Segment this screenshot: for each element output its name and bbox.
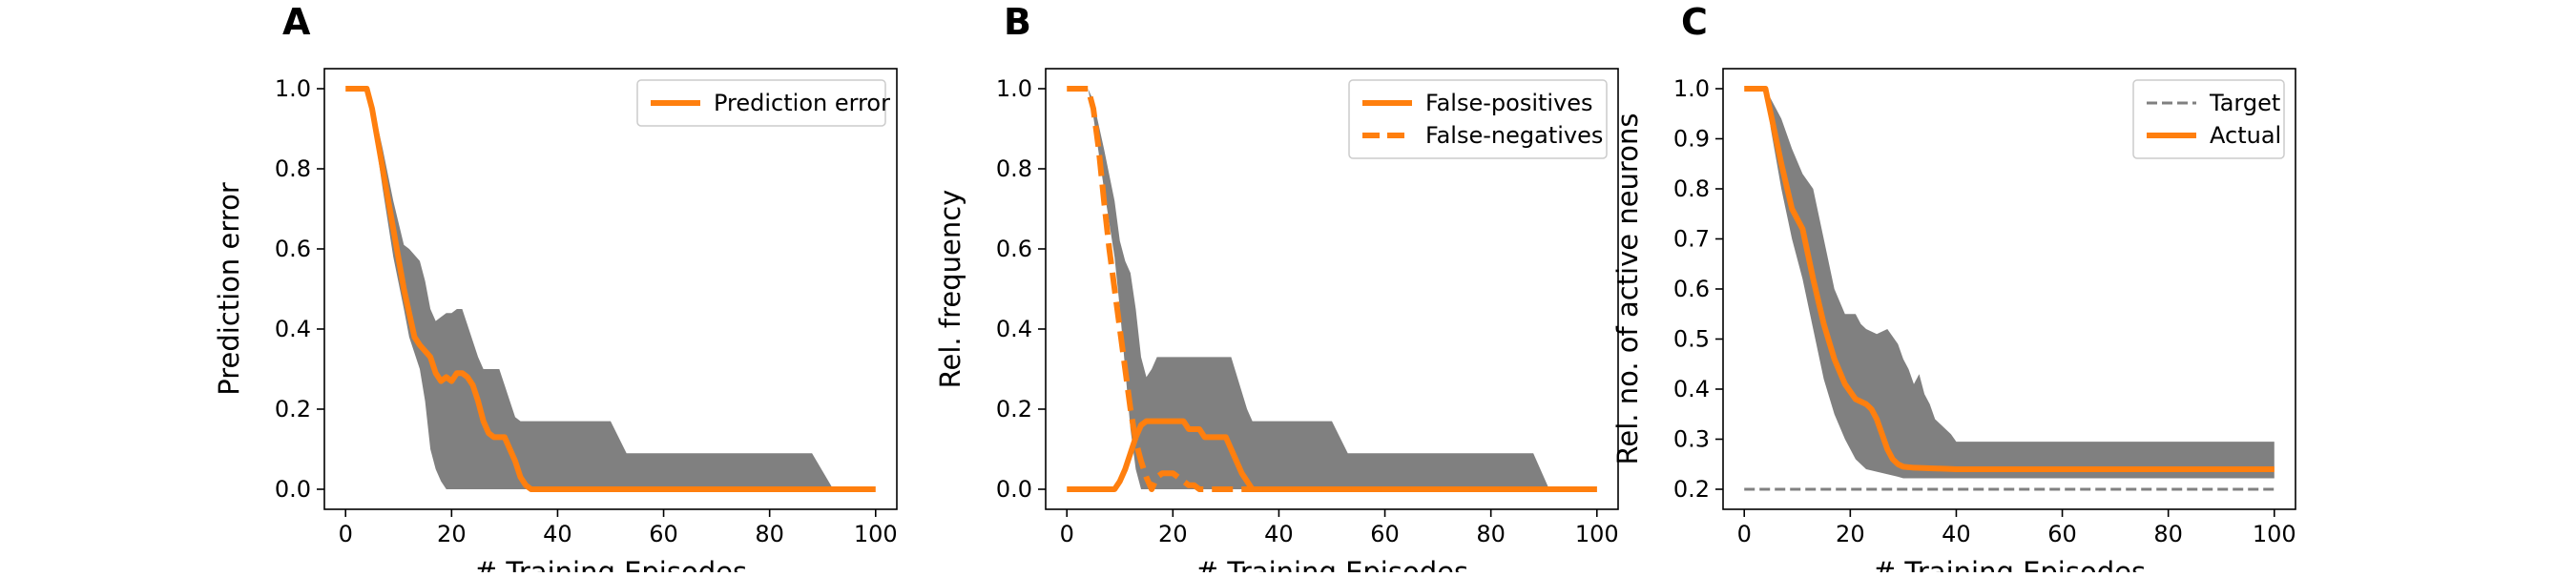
x-axis-label: # Training Episodes xyxy=(1195,556,1468,572)
y-tick-label: 0.4 xyxy=(1673,376,1710,402)
plot-area xyxy=(345,86,876,492)
x-tick-label: 40 xyxy=(543,521,572,547)
x-tick-label: 20 xyxy=(437,521,467,547)
legend: False-positives False-negatives xyxy=(1348,79,1608,159)
legend-entry: Target xyxy=(2209,90,2280,116)
series-line-false-negatives xyxy=(1067,86,1597,492)
panel-letter: A xyxy=(282,1,311,43)
y-tick-label: 0.4 xyxy=(275,316,311,342)
x-tick-label: 100 xyxy=(2253,521,2296,547)
legend-box xyxy=(1348,79,1608,159)
x-tick-label: 100 xyxy=(1575,521,1619,547)
y-axis-label: Rel. frequency xyxy=(934,190,966,389)
panel-letter: C xyxy=(1681,1,1708,43)
y-tick-label: 1.0 xyxy=(275,75,311,102)
y-tick-label: 0.8 xyxy=(275,155,311,182)
legend-entry: Actual xyxy=(2210,122,2281,149)
series-line-prediction-error xyxy=(345,86,876,492)
y-axis-label: Rel. no. of active neurons xyxy=(1611,113,1644,465)
legend-box xyxy=(2132,79,2285,159)
x-tick-label: 0 xyxy=(1737,521,1752,547)
y-tick-label: 0.3 xyxy=(1673,426,1710,453)
legend-box xyxy=(636,79,886,127)
y-tick-label: 0.6 xyxy=(1673,276,1710,302)
axes-frame xyxy=(323,68,898,510)
y-tick-label: 1.0 xyxy=(996,75,1032,102)
plot-area xyxy=(1744,86,2275,491)
x-tick-label: 80 xyxy=(1476,521,1506,547)
x-axis-label: # Training Episodes xyxy=(1873,556,2146,572)
panel-c: 0 20 40 60 80 100 0.2 0.3 0.4 0.5 0.6 0.7 0.8 0.9 1.0 #… xyxy=(1611,1,2296,577)
x-tick-label: 20 xyxy=(1158,521,1188,547)
variability-band xyxy=(1744,89,2275,479)
legend: Prediction error xyxy=(636,79,890,127)
y-tick-label: 0.8 xyxy=(996,155,1032,182)
y-tick-label: 0.4 xyxy=(996,316,1032,342)
y-tick-label: 0.0 xyxy=(996,476,1032,503)
variability-band xyxy=(1067,89,1597,489)
plot-area xyxy=(1067,86,1597,492)
legend: Target Actual xyxy=(2132,79,2285,159)
x-tick-label: 0 xyxy=(1060,521,1074,547)
legend-entry: False-negatives xyxy=(1425,122,1603,149)
y-tick-label: 0.0 xyxy=(275,476,311,503)
panel-letter: B xyxy=(1004,1,1031,43)
x-axis-label: # Training Episodes xyxy=(474,556,747,572)
x-tick-label: 20 xyxy=(1836,521,1865,547)
series-line-actual xyxy=(1744,86,2275,472)
x-tick-label: 60 xyxy=(649,521,678,547)
x-tick-label: 60 xyxy=(1370,521,1400,547)
legend-entry: False-positives xyxy=(1425,90,1593,116)
x-tick-label: 0 xyxy=(339,521,353,547)
y-tick-label: 0.7 xyxy=(1673,226,1710,253)
x-tick-label: 40 xyxy=(1942,521,1971,547)
axes-frame xyxy=(1045,68,1619,510)
y-tick-label: 1.0 xyxy=(1673,75,1710,102)
y-tick-label: 0.2 xyxy=(275,396,311,422)
panel-b: 0 20 40 60 80 100 0.0 0.2 0.4 0.6 0.8 1.0 # Training… xyxy=(934,1,1619,577)
x-tick-label: 80 xyxy=(755,521,784,547)
y-tick-label: 0.6 xyxy=(996,236,1032,262)
x-tick-label: 60 xyxy=(2047,521,2077,547)
variability-band xyxy=(345,89,876,489)
x-tick-label: 100 xyxy=(854,521,898,547)
y-axis-label: Prediction error xyxy=(213,182,245,396)
y-tick-label: 0.6 xyxy=(275,236,311,262)
y-tick-label: 0.2 xyxy=(1673,476,1710,503)
y-tick-label: 0.5 xyxy=(1673,326,1710,353)
legend-entry: Prediction error xyxy=(714,90,890,116)
x-tick-label: 80 xyxy=(2153,521,2183,547)
y-tick-label: 0.9 xyxy=(1673,126,1710,153)
panel-a: 0 20 40 60 80 100 0.0 0.2 0.4 0.6 0.8 1.0 # Training… xyxy=(213,1,898,577)
y-tick-label: 0.2 xyxy=(996,396,1032,422)
x-tick-label: 40 xyxy=(1264,521,1294,547)
y-tick-label: 0.8 xyxy=(1673,175,1710,202)
